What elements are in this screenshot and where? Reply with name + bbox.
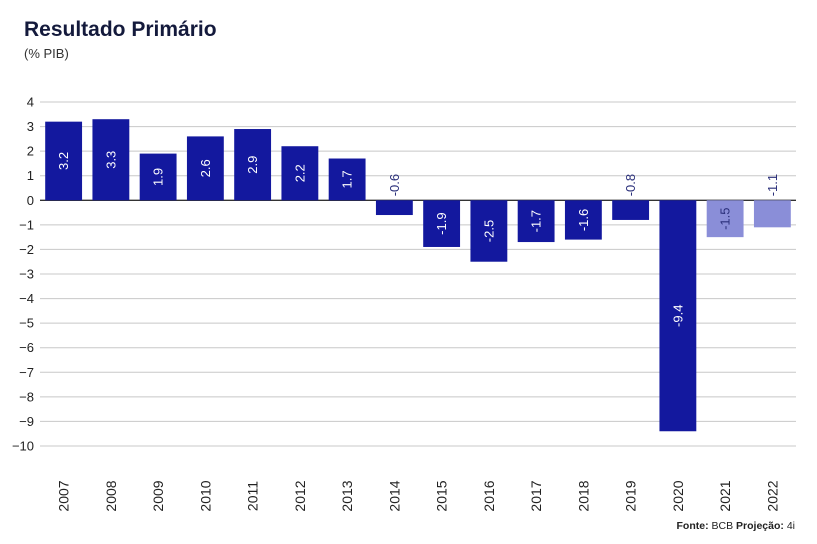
y-tick-label: −6 [19,340,34,355]
source-projecao-label: Projeção: [736,520,784,532]
chart-subtitle: (% PIB) [24,46,69,61]
bar [186,136,224,201]
source-fonte-label: Fonte: [676,520,709,532]
y-tick-label: 1 [27,168,34,183]
data-label: -1.1 [765,174,780,196]
source-projecao-value: 4i [786,520,795,532]
x-tick-label: 2011 [245,481,261,511]
data-label: 3.2 [56,152,71,170]
bar [328,158,366,201]
source-fonte-value: BCB [711,520,734,532]
x-tick-label: 2014 [386,480,402,511]
bar [470,200,508,262]
y-tick-label: 4 [27,95,34,110]
y-tick-label: −1 [19,217,34,232]
x-tick-label: 2016 [481,480,497,511]
bars: 3.2 3.3 1.9 2.6 2.9 2.2 1.7 -0.6 -1.9 -2.5 -1.7 -1.… [45,119,791,432]
source-note: Fonte: BCB Projeção: 4i [677,520,795,532]
y-tick-label: 2 [27,144,34,159]
x-tick-label: 2010 [197,480,213,511]
data-label: -0.6 [387,174,402,196]
bar [423,200,461,247]
y-tick-label: −10 [12,439,34,454]
bar [375,200,413,216]
data-label: 2.6 [198,159,213,177]
x-tick-label: 2022 [764,480,780,511]
data-label: -1.7 [529,210,544,232]
data-label: 2.2 [292,164,307,182]
bar [281,146,319,201]
y-tick-label: −8 [19,389,34,404]
data-label: -0.8 [623,174,638,196]
bar [45,121,83,201]
y-tick-label: −5 [19,316,34,331]
x-tick-label: 2021 [717,480,733,511]
data-label: -1.6 [576,209,591,231]
data-label: 3.3 [103,151,118,169]
x-axis-ticks: 2007 2008 2009 2010 2011 2012 2013 2014 2015 2016… [56,480,781,511]
y-tick-label: 3 [27,119,34,134]
data-label: -1.9 [434,212,449,234]
x-tick-label: 2017 [528,480,544,511]
x-tick-label: 2012 [292,480,308,511]
bar [517,200,555,243]
y-tick-label: −3 [19,267,34,282]
x-tick-label: 2009 [150,480,166,511]
y-tick-label: 0 [27,193,34,208]
y-tick-label: −4 [19,291,34,306]
chart-title: Resultado Primário [24,18,217,41]
data-label: 1.7 [340,170,355,188]
x-tick-label: 2019 [623,480,639,511]
data-label: 1.9 [151,168,166,186]
data-label: -9.4 [670,305,685,327]
y-axis-ticks: 4 3 2 1 0 −1 −2 −3 −4 −5 −6 −7 −8 −9 −10 [12,95,34,454]
x-tick-label: 2020 [670,480,686,511]
x-tick-label: 2015 [434,480,450,511]
x-tick-label: 2008 [103,480,119,511]
y-tick-label: −7 [19,365,34,380]
x-tick-label: 2007 [56,480,72,511]
bar [234,129,272,201]
y-tick-label: −9 [19,414,34,429]
x-tick-label: 2013 [339,480,355,511]
bar [706,200,744,238]
data-label: -1.5 [718,208,733,230]
y-tick-label: −2 [19,242,34,257]
bar [564,200,602,240]
bar [659,200,697,432]
bar [139,153,177,201]
x-tick-label: 2018 [575,480,591,511]
bar [753,200,791,228]
data-label: 2.9 [245,156,260,174]
bar [92,119,130,201]
bar [612,200,650,220]
data-label: -2.5 [481,220,496,242]
